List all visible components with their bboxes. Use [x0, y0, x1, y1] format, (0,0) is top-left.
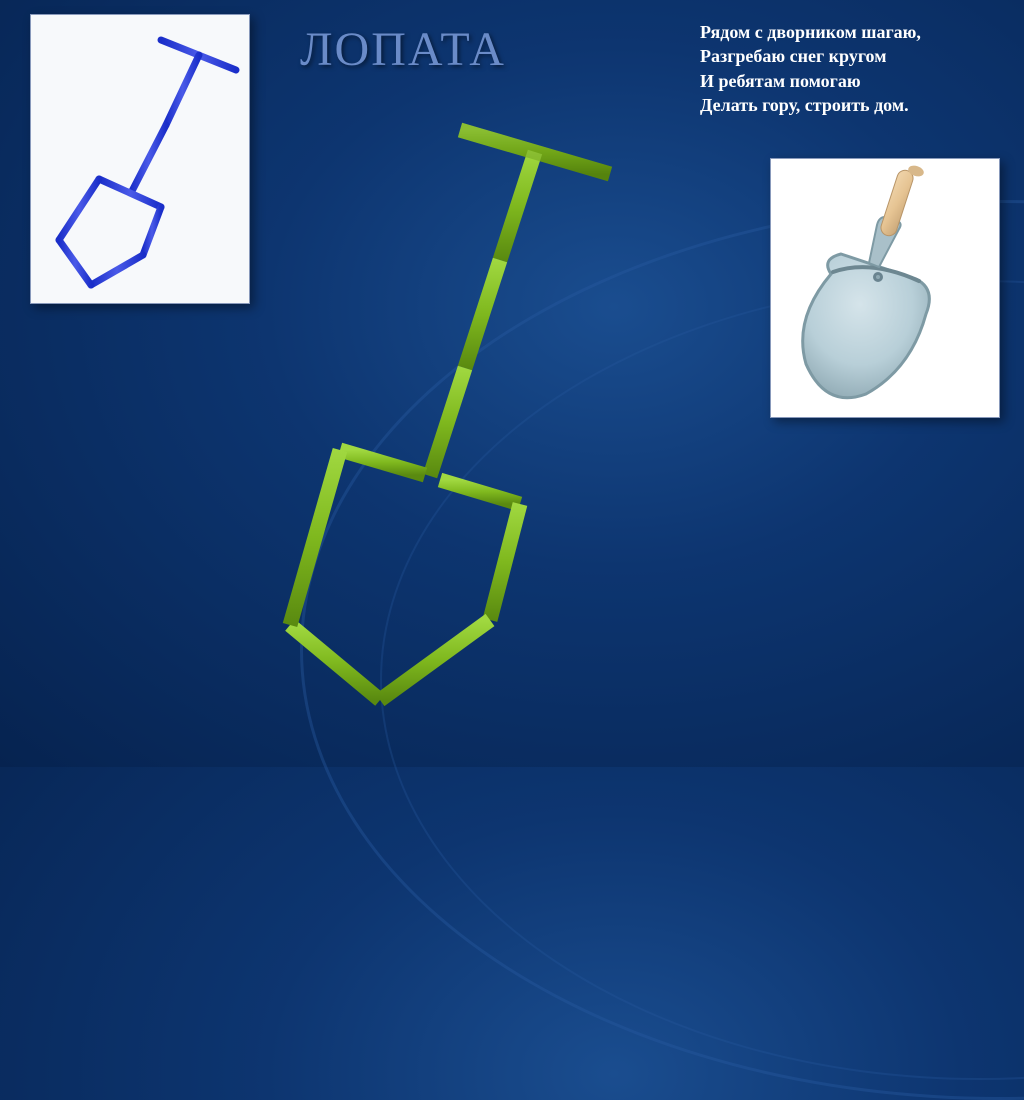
poem-line-1: Рядом с дворником шагаю,: [700, 20, 1010, 44]
blue-sticks-shovel: [31, 15, 251, 305]
shovel-illustration: [771, 159, 1001, 419]
slide-title: ЛОПАТА: [300, 22, 506, 77]
shovel-illustration-frame: [770, 158, 1000, 418]
poem-line-4: Делать гору, строить дом.: [700, 93, 1010, 117]
poem-block: Рядом с дворником шагаю, Разгребаю снег …: [700, 20, 1010, 117]
poem-line-2: Разгребаю снег кругом: [700, 44, 1010, 68]
poem-line-3: И ребятам помогаю: [700, 69, 1010, 93]
blue-sticks-frame: [30, 14, 250, 304]
